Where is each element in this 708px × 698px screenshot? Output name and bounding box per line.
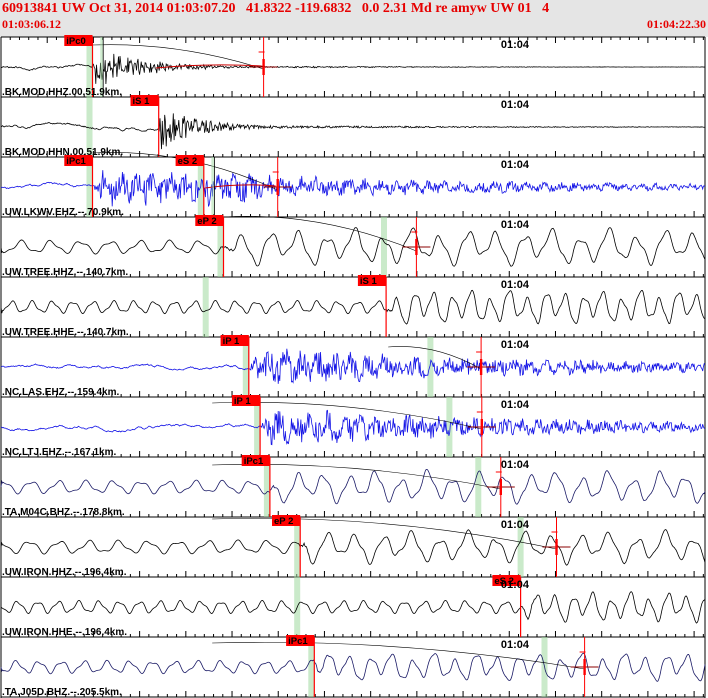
svg-text:iP 1: iP 1 <box>234 396 251 407</box>
svg-text:01:04: 01:04 <box>501 399 530 411</box>
svg-text:eP 2: eP 2 <box>197 216 216 227</box>
svg-text:.UW.IRON.HHE.--.196.4km.: .UW.IRON.HHE.--.196.4km. <box>2 627 127 638</box>
svg-text:.UW.LKWV.EHZ.--.70.9km.: .UW.LKWV.EHZ.--.70.9km. <box>2 207 124 218</box>
svg-text:iP 1: iP 1 <box>223 336 240 347</box>
svg-text:iS 1: iS 1 <box>133 96 151 107</box>
svg-text:.NC.LTJ.EHZ.--.167.1km.: .NC.LTJ.EHZ.--.167.1km. <box>2 447 117 458</box>
svg-text:.UW.IRON.HHZ.--.196.4km.: .UW.IRON.HHZ.--.196.4km. <box>2 567 127 578</box>
svg-text:.NC.LAS.EHZ.--.159.4km.: .NC.LAS.EHZ.--.159.4km. <box>2 387 119 398</box>
svg-text:01:04: 01:04 <box>501 159 530 171</box>
svg-text:eP 2: eP 2 <box>274 516 293 527</box>
svg-text:01:04: 01:04 <box>501 339 530 351</box>
svg-text:iPc0: iPc0 <box>66 36 86 47</box>
svg-text:iPc1: iPc1 <box>66 156 86 167</box>
svg-text:iS 1: iS 1 <box>360 276 378 287</box>
svg-text:01:04: 01:04 <box>501 39 530 51</box>
svg-text:01:04: 01:04 <box>501 579 530 591</box>
svg-text:01:04: 01:04 <box>501 639 530 651</box>
svg-text:01:04: 01:04 <box>501 519 530 531</box>
svg-text:.TA.J05D.BHZ.--.205.5km.: .TA.J05D.BHZ.--.205.5km. <box>2 687 122 698</box>
svg-text:iPc1: iPc1 <box>288 636 308 647</box>
svg-text:iPc1: iPc1 <box>244 456 264 467</box>
svg-text:01:04: 01:04 <box>501 279 530 291</box>
svg-text:01:04: 01:04 <box>501 219 530 231</box>
svg-text:.UW.TREE.HHZ.--.140.7km.: .UW.TREE.HHZ.--.140.7km. <box>2 267 128 278</box>
svg-text:.TA.M04C.BHZ.--.178.8km.: .TA.M04C.BHZ.--.178.8km. <box>2 507 125 518</box>
svg-text:.BK.MOD.HHZ.00.51.9km.: .BK.MOD.HHZ.00.51.9km. <box>2 87 122 98</box>
svg-text:01:04: 01:04 <box>501 459 530 471</box>
svg-text:eS 2: eS 2 <box>178 156 198 167</box>
svg-text:.UW.TREE.HHE.--.140.7km.: .UW.TREE.HHE.--.140.7km. <box>2 327 129 338</box>
svg-text:01:04: 01:04 <box>501 99 530 111</box>
